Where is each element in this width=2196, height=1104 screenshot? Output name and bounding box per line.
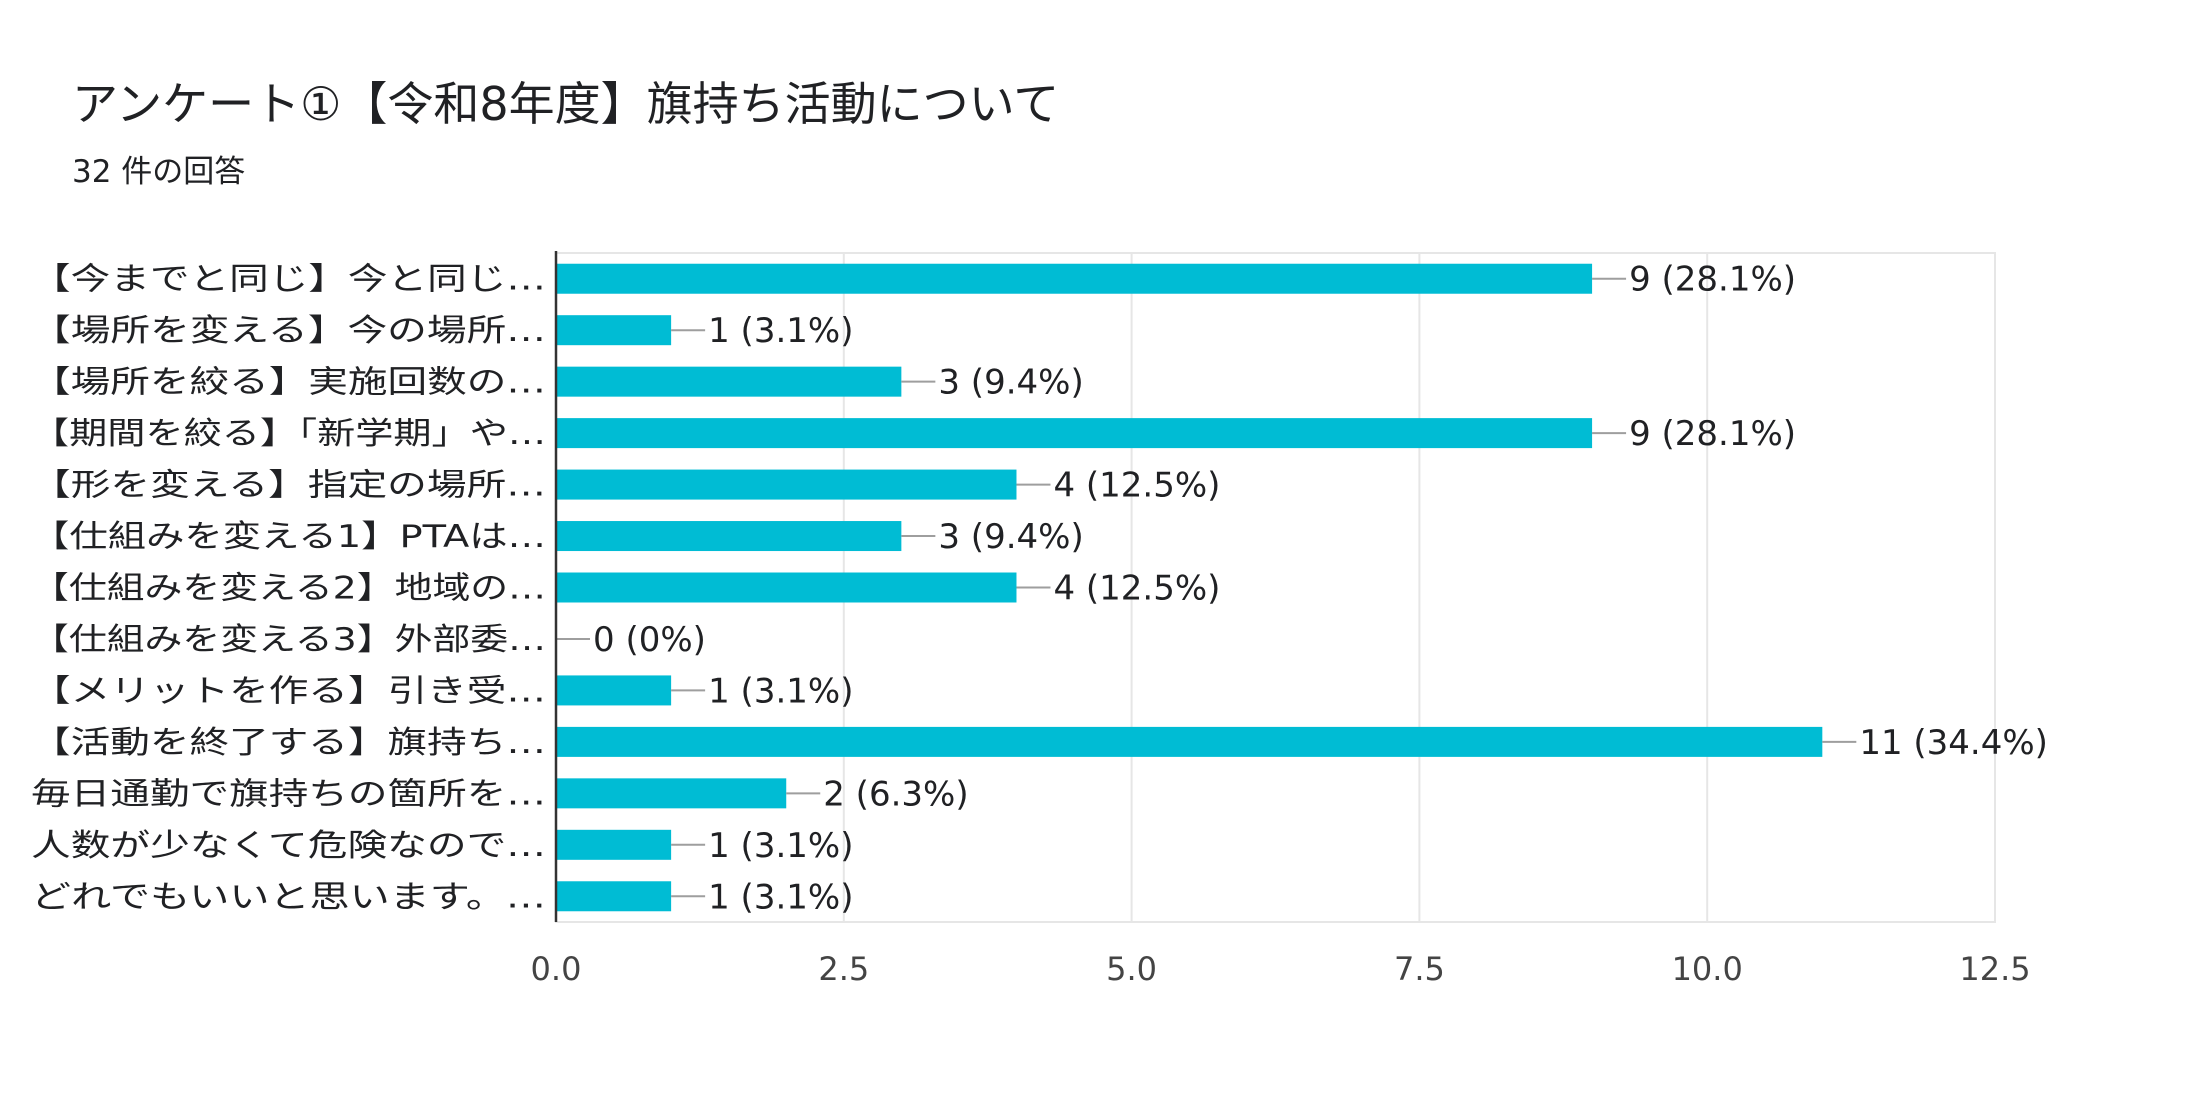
- category-label-5: 【仕組みを変える1】PTAは…: [31, 519, 546, 555]
- bar-0: [556, 263, 1593, 294]
- data-label-2: 3 (9.4%): [938, 363, 1083, 403]
- category-label-4: 【形を変える】指定の場所…: [31, 468, 546, 504]
- data-label-9: 11 (34.4%): [1859, 723, 2048, 763]
- data-label-4: 4 (12.5%): [1053, 466, 1220, 506]
- bar-3: [556, 418, 1593, 449]
- category-label-10: 毎日通勤で旗持ちの箇所を…: [31, 776, 546, 812]
- bar-6: [556, 572, 1017, 603]
- data-label-11: 1 (3.1%): [708, 826, 853, 866]
- data-label-5: 3 (9.4%): [938, 517, 1083, 557]
- x-tick-label-2: 5.0: [1106, 950, 1157, 988]
- bar-12: [556, 881, 672, 912]
- bar-9: [556, 726, 1823, 757]
- bar-8: [556, 675, 672, 706]
- category-label-6: 【仕組みを変える2】地域の…: [31, 571, 546, 607]
- data-label-8: 1 (3.1%): [708, 671, 853, 711]
- bar-1: [556, 315, 672, 346]
- bar-10: [556, 778, 787, 809]
- data-label-1: 1 (3.1%): [708, 311, 853, 351]
- bar-2: [556, 366, 902, 397]
- category-label-7: 【仕組みを変える3】外部委…: [31, 622, 546, 658]
- data-label-10: 2 (6.3%): [823, 774, 968, 814]
- response-count: 32 件の回答: [72, 154, 246, 190]
- category-label-2: 【場所を絞る】実施回数の…: [31, 365, 546, 401]
- category-label-1: 【場所を変える】今の場所…: [31, 313, 546, 349]
- bar-5: [556, 521, 902, 552]
- data-label-3: 9 (28.1%): [1629, 414, 1796, 454]
- x-tick-label-4: 10.0: [1672, 950, 1743, 988]
- data-label-0: 9 (28.1%): [1629, 260, 1796, 300]
- bar-4: [556, 469, 1017, 500]
- x-tick-label-5: 12.5: [1959, 950, 2030, 988]
- category-label-8: 【メリットを作る】引き受…: [31, 673, 546, 709]
- category-label-3: 【期間を絞る】「新学期」や…: [31, 416, 546, 452]
- category-label-11: 人数が少なくて危険なので…: [31, 828, 546, 864]
- labels: 9 (28.1%) 【今までと同じ】今と同じ… 1 (3.1%) 【場所を変える】今の…: [31, 260, 2048, 918]
- data-label-7: 0 (0%): [593, 620, 706, 660]
- axes: 0.0 2.5 5.0 7.5 10.0 12.5: [531, 251, 2031, 988]
- bars: [556, 263, 1823, 912]
- category-label-0: 【今までと同じ】今と同じ…: [31, 262, 546, 298]
- bar-11: [556, 829, 672, 860]
- x-tick-label-1: 2.5: [818, 950, 869, 988]
- data-label-6: 4 (12.5%): [1053, 569, 1220, 609]
- category-label-12: どれでもいいと思います。…: [31, 879, 546, 915]
- chart-title: アンケート①【令和8年度】旗持ち活動について: [72, 77, 1060, 131]
- x-tick-label-0: 0.0: [531, 950, 582, 988]
- x-tick-label-3: 7.5: [1394, 950, 1445, 988]
- category-label-9: 【活動を終了する】旗持ち…: [31, 725, 546, 761]
- data-label-12: 1 (3.1%): [708, 877, 853, 917]
